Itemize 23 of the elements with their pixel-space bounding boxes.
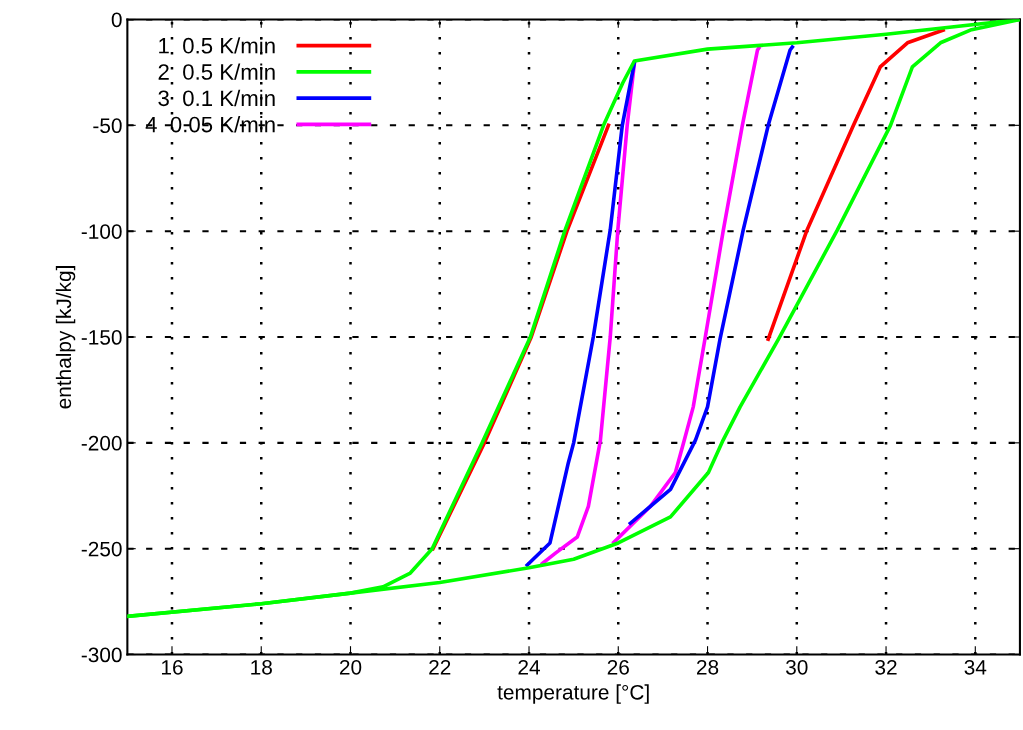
x-tick-label: 28 [697,659,719,675]
y-tick-label: -50 [93,118,122,134]
x-tick-label: 18 [251,659,272,675]
legend-label: 1 0.5 K/min [159,37,275,54]
x-tick-label: 24 [518,659,540,675]
legend-label: 2 0.5 K/min [158,63,275,80]
x-tick-label: 16 [162,659,183,675]
x-tick-label: 20 [339,659,362,675]
y-tick-label: -200 [81,435,122,451]
y-tick-label: -100 [81,224,122,239]
y-tick-label: -300 [81,647,122,663]
legend-label: 3 0.1 K/min [158,89,275,107]
y-tick-label: -150 [81,330,122,345]
x-tick-label: 34 [964,659,987,675]
x-tick-label: 22 [429,659,451,675]
y-axis-title: enthalpy [kJ/kg] [55,266,76,409]
x-axis-title: temperature [°C] [497,684,649,704]
y-tick-label: -250 [81,541,122,557]
x-tick-label: 30 [786,659,808,675]
legend-label: 4 0.05 K/min [145,116,275,133]
y-tick-label: 0 [111,12,122,28]
x-tick-label: 32 [875,659,897,675]
x-tick-label: 26 [607,659,629,675]
